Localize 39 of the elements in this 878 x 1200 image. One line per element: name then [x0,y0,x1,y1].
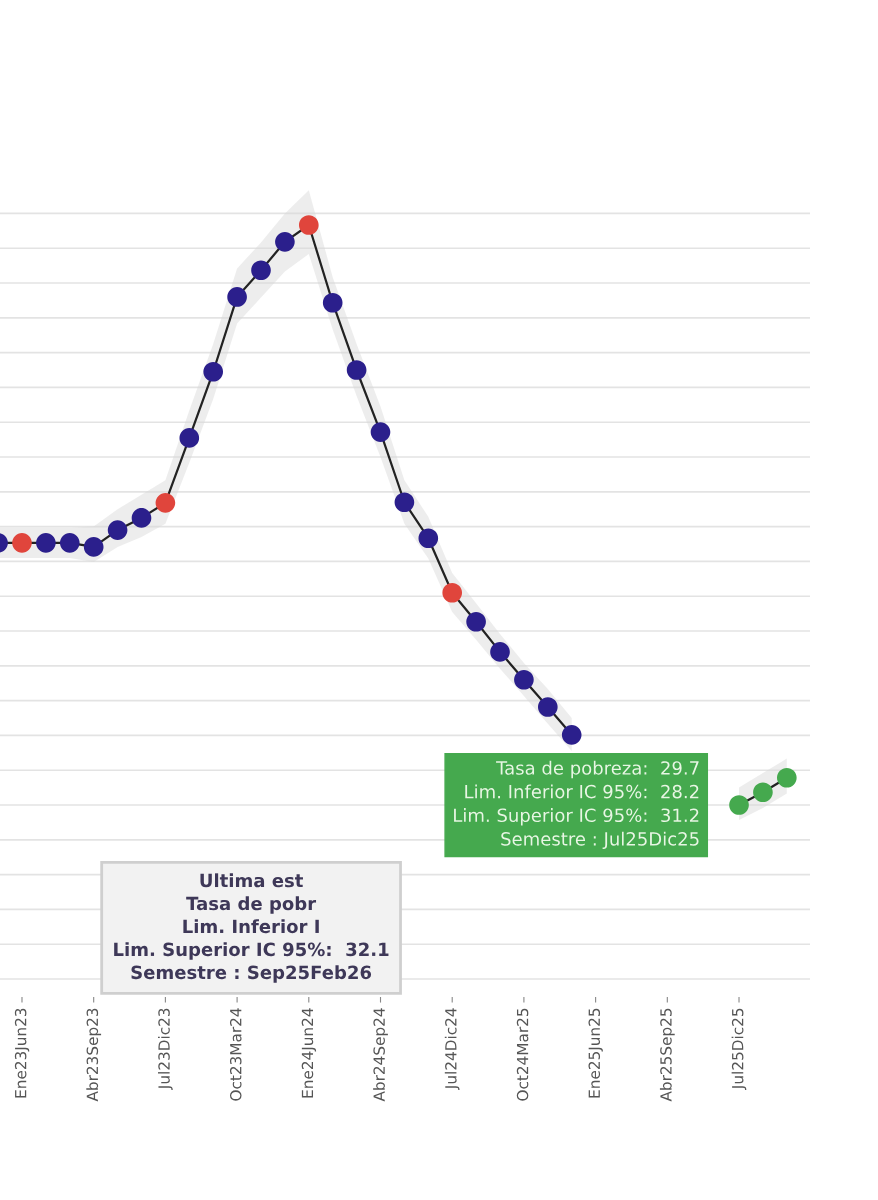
point [203,361,224,382]
point [418,528,439,549]
point [322,292,343,313]
x-tick-label: Abr24Sep24 [373,1008,388,1102]
x-tick-label: Oct24Mar25 [516,1008,529,1101]
point [537,697,558,717]
point [298,215,319,235]
x-tick-label: Jul23Dic23 [158,1008,173,1090]
x-tick-label: Jul25Dic25 [731,1008,747,1090]
point [59,533,80,553]
point [442,582,463,603]
x-tick-label: Ene25Jun25 [588,1008,603,1098]
text: Ultima est Tasa de pobr Lim. Inferior I Lim. Superior IC 95%: 32.1 Semestre : Sep25Feb26 [114,873,389,983]
point [466,611,486,632]
x-tick-label: Ene24Jun24 [301,1008,317,1098]
point [394,492,415,513]
x-tick-label: Abr25Sep25 [659,1008,675,1102]
point [777,767,797,788]
point [514,669,534,690]
point [251,260,271,281]
point [131,508,152,528]
point [227,287,247,307]
point [346,360,367,380]
point [729,795,749,815]
annotation: Tasa de pobreza: 29.7 Lim. Inferior IC 95%: 28.2 Lim. Superior IC 95%: 31.2 Semestre : Jul25Dic25 [454,760,699,850]
point [12,533,32,553]
point [179,428,200,448]
point [370,422,391,442]
point [107,520,128,540]
x-tick-label: Abr23Sep23 [86,1008,102,1102]
x-tick-label: Oct23Mar24 [229,1008,242,1101]
point [275,232,295,252]
point [561,725,582,745]
x-tick-label: Ene23Jun23 [14,1008,30,1098]
point [490,642,510,662]
x-tick-label: Jul24Dic24 [444,1008,460,1090]
point [83,537,104,557]
point [155,493,176,513]
point [36,533,56,553]
